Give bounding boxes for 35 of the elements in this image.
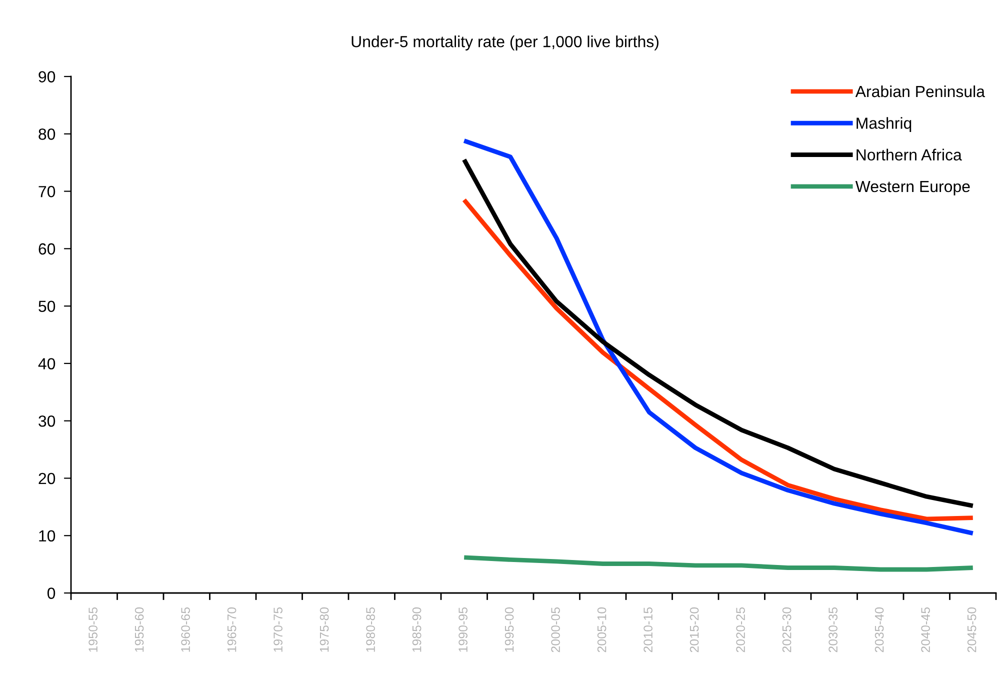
y-tick-label: 80 <box>38 128 56 140</box>
x-tick-label: 2015-20 <box>690 607 699 652</box>
x-tick-label: 2045-50 <box>967 607 976 652</box>
x-tick-label: 1960-65 <box>181 607 190 652</box>
y-tick-label: 40 <box>38 358 56 370</box>
x-tick-label: 2040-45 <box>921 607 930 652</box>
x-tick-label: 1995-00 <box>504 607 514 652</box>
y-tick-label: 90 <box>38 71 56 82</box>
y-tick-label: 0 <box>47 588 56 599</box>
legend-label: Arabian Peninsula <box>855 85 985 98</box>
x-tick-label: 2030-35 <box>828 607 838 652</box>
x-tick-label: 1985-90 <box>412 607 422 652</box>
y-tick-label: 70 <box>38 186 56 198</box>
y-tick-label: 30 <box>38 415 56 427</box>
x-tick-label: 2025-30 <box>782 607 792 652</box>
x-tick-label: 2000-05 <box>551 607 560 652</box>
legend-label: Western Europe <box>855 181 970 196</box>
x-tick-label: 1980-85 <box>366 607 375 652</box>
x-tick-label: 2010-15 <box>644 607 652 652</box>
x-tick-label: 2005-10 <box>597 607 606 652</box>
chart-title: Under-5 mortality rate (per 1,000 live births) <box>352 36 658 50</box>
x-tick-label: 1965-70 <box>227 607 236 652</box>
x-tick-label: 2035-40 <box>874 607 884 652</box>
x-tick-label: 1970-75 <box>274 607 282 652</box>
x-tick-label: 1950-55 <box>88 607 98 652</box>
legend-label: Mashriq <box>856 117 912 132</box>
x-tick-label: 2020-25 <box>736 607 745 652</box>
y-tick-label: 20 <box>38 472 56 484</box>
y-tick-label: 60 <box>38 243 56 255</box>
x-tick-label: 1955-60 <box>134 607 144 652</box>
legend-label: Northern Africa <box>856 148 962 161</box>
y-tick-label: 10 <box>39 530 56 542</box>
y-tick-label: 50 <box>38 300 56 312</box>
x-tick-label: 1975-80 <box>320 607 329 652</box>
x-tick-label: 1990-95 <box>458 607 468 652</box>
